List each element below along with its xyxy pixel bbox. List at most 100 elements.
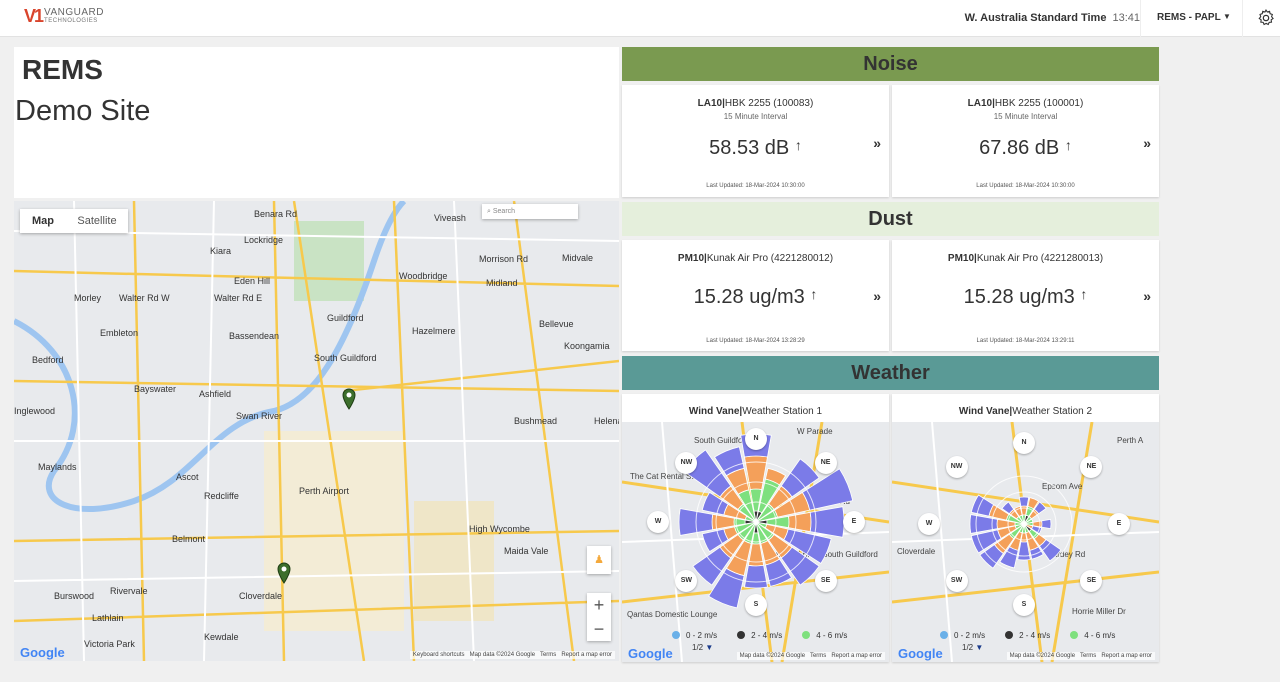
map-place-label: Walter Rd E xyxy=(214,293,263,303)
wind-rose-segment xyxy=(780,458,820,498)
legend-item: 2 - 4 m/s xyxy=(737,631,782,640)
map-place-label: Koongamia xyxy=(564,341,610,351)
map-roads xyxy=(14,201,619,661)
noise-header: Noise xyxy=(622,47,1159,81)
wind-legend: 0 - 2 m/s 2 - 4 m/s 4 - 6 m/s xyxy=(940,631,1115,640)
street-view-pegman-icon[interactable]: ♟ xyxy=(587,546,611,574)
legend-pager[interactable]: 1/2 ▼ xyxy=(962,643,984,652)
top-bar: V1 VANGUARD TECHNOLOGIES W. Australia Sta… xyxy=(0,0,1280,37)
vanguard-logo[interactable]: V1 VANGUARD TECHNOLOGIES xyxy=(24,6,104,26)
wind-rose-segment xyxy=(1038,538,1062,562)
compass-sw-label: SW xyxy=(675,570,698,593)
last-updated: Last Updated: 18-Mar-2024 13:29:11 xyxy=(976,338,1075,344)
map-place-label: W Parade xyxy=(797,427,833,436)
legend-item: 2 - 4 m/s xyxy=(1005,631,1050,640)
sensor-value: 15.28 ug/m3 ↑ xyxy=(963,286,1088,308)
map-place-label: South Guildford xyxy=(694,436,750,445)
wind-rose-segment xyxy=(780,546,820,586)
map-footer: Map data ©2024 Google Terms Report a map… xyxy=(736,652,885,660)
details-chevron-icon[interactable]: » xyxy=(1143,288,1151,304)
sensor-heading: Wind Vane|Weather Station 2 xyxy=(958,406,1093,417)
map-place-label: Bushmead xyxy=(514,416,558,426)
sensor-heading: PM10|Kunak Air Pro (4221280012) xyxy=(677,253,834,264)
wind-rose-segment xyxy=(701,528,729,553)
legend-item: 4 - 6 m/s xyxy=(1070,631,1115,640)
map-place-label: Burswood xyxy=(54,591,95,601)
map-place-label: Embleton xyxy=(100,328,139,338)
wind-rose-segment xyxy=(999,546,1019,569)
map-place-label: Ascot xyxy=(176,472,199,482)
wind-rose-map[interactable]: Perth A Cloverdale Epsom Ave Hardey Rd Horri… xyxy=(892,422,1159,662)
wind-rose-segment xyxy=(701,491,729,516)
map-search-input[interactable]: ⌕ Search xyxy=(482,204,578,219)
map-place-label: Eden Hill xyxy=(234,276,271,286)
legend-item: 0 - 2 m/s xyxy=(672,631,717,640)
map-marker-icon[interactable] xyxy=(277,562,291,584)
map-place-label: Bellevue xyxy=(539,319,574,329)
compass-w-label: W xyxy=(647,511,669,533)
wind-rose-segment xyxy=(969,514,998,534)
map-place-label: Redcliffe xyxy=(204,491,239,501)
wind-rose-segment xyxy=(714,446,745,477)
map-place-label: Morrison Rd xyxy=(479,254,529,264)
wind-rose-segment xyxy=(765,467,787,486)
chevron-down-icon[interactable]: ▼ xyxy=(1223,12,1231,21)
map-place-label: Victoria Park xyxy=(84,639,135,649)
details-chevron-icon[interactable]: » xyxy=(1143,135,1151,151)
tab-satellite[interactable]: Satellite xyxy=(77,215,117,227)
map-place-label: Lockridge xyxy=(244,235,284,245)
map-place-label: Maida Vale xyxy=(504,546,549,556)
wind-rose-gridline xyxy=(695,461,817,583)
compass-s-label: S xyxy=(745,594,767,617)
google-logo: Google xyxy=(20,645,65,660)
map-place-label: Hazelmere xyxy=(412,326,456,336)
compass-ne-label: NE xyxy=(1080,455,1103,478)
wind-rose-segment xyxy=(1033,501,1047,515)
map-place-label: Maylands xyxy=(38,462,77,472)
map-place-label: Woodbridge xyxy=(399,271,448,281)
map-footer: Map data ©2024 Google Terms Report a map… xyxy=(1006,652,1155,660)
details-chevron-icon[interactable]: » xyxy=(873,135,881,151)
map-marker-icon[interactable] xyxy=(342,388,356,410)
wind-rose-segment xyxy=(809,506,845,538)
last-updated: Last Updated: 18-Mar-2024 10:30:00 xyxy=(706,183,805,189)
map-place-label: Bassendean xyxy=(229,331,280,341)
map-place-label: Lathlain xyxy=(92,613,124,623)
legend-item: 4 - 6 m/s xyxy=(802,631,847,640)
map-place-label: Inglewood xyxy=(14,406,56,416)
wind-vane-card[interactable]: Wind Vane|Weather Station 2 Perth A Clove… xyxy=(892,394,1159,662)
trend-up-icon: ↑ xyxy=(1080,286,1088,302)
map-footer: Keyboard shortcuts Map data ©2024 Google… xyxy=(409,651,615,659)
map-place-label: Perth A xyxy=(1117,436,1144,445)
gear-icon[interactable] xyxy=(1256,8,1276,28)
noise-sensor-card[interactable]: LA10|HBK 2255 (100001) 15 Minute Interva… xyxy=(892,85,1159,197)
map-place-label: Ashfield xyxy=(199,389,232,399)
sensor-value: 67.86 dB ↑ xyxy=(979,137,1072,159)
map-place-label: Epsom Ave xyxy=(1042,482,1083,491)
dust-sensor-card[interactable]: PM10|Kunak Air Pro (4221280013) 15.28 ug… xyxy=(892,240,1159,351)
site-selector[interactable]: REMS - PAPL xyxy=(1157,12,1221,23)
legend-pager[interactable]: 1/2 ▼ xyxy=(692,643,714,652)
wind-rose-chart xyxy=(969,475,1073,573)
site-map[interactable]: Benara Rd Viveash Kiara Lockridge Midvale Mor… xyxy=(14,201,619,661)
tab-map[interactable]: Map xyxy=(32,215,54,227)
trend-up-icon: ↑ xyxy=(810,286,818,302)
compass-nw-label: NW xyxy=(675,451,698,474)
dust-sensor-card[interactable]: PM10|Kunak Air Pro (4221280012) 15.28 ug… xyxy=(622,240,889,351)
map-place-label: Rivervale xyxy=(110,586,148,596)
zoom-in-button[interactable]: + xyxy=(593,595,605,615)
zoom-out-button[interactable]: − xyxy=(593,619,605,639)
site-subtitle: Demo Site xyxy=(15,95,151,127)
map-place-label: Walter Rd W xyxy=(119,293,170,303)
details-chevron-icon[interactable]: » xyxy=(873,288,881,304)
wind-rose-segment xyxy=(744,564,768,589)
wind-rose-gridline xyxy=(991,491,1057,557)
compass-se-label: SE xyxy=(1080,570,1103,593)
wind-vane-card[interactable]: Wind Vane|Weather Station 1 South Guildf… xyxy=(622,394,889,662)
map-place-label: Viveash xyxy=(434,213,466,223)
noise-sensor-card[interactable]: LA10|HBK 2255 (100083) 15 Minute Interva… xyxy=(622,85,889,197)
map-place-label: Benara Rd xyxy=(254,209,298,219)
compass-nw-label: NW xyxy=(945,455,968,478)
map-place-label: Belmont xyxy=(172,534,206,544)
